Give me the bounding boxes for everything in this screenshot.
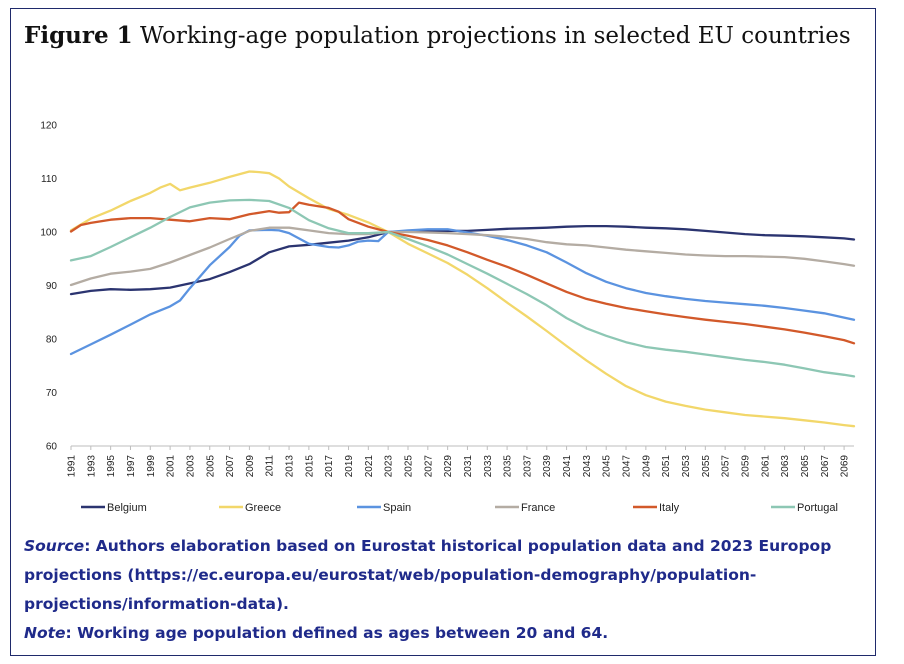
x-tick-label: 2017 (324, 455, 335, 478)
figure-label: Figure 1 (24, 22, 133, 49)
x-tick-label: 2057 (721, 455, 732, 478)
note-text: : Working age population defined as ages… (65, 624, 609, 642)
legend-item-spain: Spain (357, 502, 411, 514)
x-tick-label: 2063 (780, 455, 791, 478)
x-tick-label: 2007 (225, 455, 236, 478)
x-tick-label: 2033 (483, 455, 494, 478)
legend-item-portugal: Portugal (771, 502, 838, 514)
source-label: Source (24, 537, 85, 555)
legend-label: Italy (659, 502, 680, 514)
y-tick-label: 90 (46, 281, 58, 292)
x-tick-label: 2065 (800, 455, 811, 478)
legend-label: Belgium (107, 502, 147, 514)
series-line-italy (69, 201, 856, 345)
y-tick-label: 80 (46, 335, 58, 346)
x-tick-label: 2035 (503, 455, 514, 478)
x-tick-label: 2025 (403, 455, 414, 478)
legend-label: Greece (245, 502, 281, 514)
figure-frame (10, 8, 876, 656)
x-tick-label: 2045 (602, 455, 613, 478)
y-tick-label: 100 (40, 228, 57, 239)
y-tick-label: 120 (40, 121, 57, 132)
series-line-belgium (69, 224, 856, 296)
x-tick-label: 2055 (701, 455, 712, 478)
x-tick-label: 2043 (582, 455, 593, 478)
x-tick-label: 1997 (126, 455, 137, 478)
series-lines (69, 170, 856, 428)
legend-item-italy: Italy (633, 502, 680, 514)
x-tick-label: 2059 (740, 455, 751, 478)
x-tick-label: 2067 (820, 455, 831, 478)
x-tick-label: 2039 (542, 455, 553, 478)
series-line-spain (69, 228, 856, 356)
figure-title-text: Working-age population projections in se… (139, 23, 851, 49)
x-tick-label: 1993 (86, 455, 97, 478)
series-line-portugal (69, 198, 856, 378)
y-tick-label: 60 (46, 442, 58, 453)
x-tick-label: 2049 (641, 455, 652, 478)
x-tick-label: 2019 (344, 455, 355, 478)
x-tick-label: 2069 (840, 455, 851, 478)
x-axis: 1991 1993 1995 1997 1999 2001 2003 2005 2007 2009… (67, 445, 854, 478)
legend-label: Spain (383, 502, 411, 514)
y-tick-label: 70 (46, 388, 58, 399)
x-tick-label: 2061 (760, 455, 771, 478)
x-tick-label: 2001 (166, 455, 177, 478)
figure-title: Figure 1 Working-age population projecti… (24, 22, 851, 49)
x-tick-label: 2015 (304, 455, 315, 478)
x-tick-label: 1995 (106, 455, 117, 478)
x-tick-label: 2009 (245, 455, 256, 478)
definition-note: Note: Working age population defined as … (24, 619, 854, 648)
x-tick-label: 2023 (384, 455, 395, 478)
x-tick-label: 2047 (622, 455, 633, 478)
note-label: Note (24, 624, 66, 642)
series-line-france (69, 226, 856, 287)
x-tick-label: 2011 (265, 455, 276, 477)
y-tick-label: 110 (41, 174, 57, 185)
x-tick-label: 2053 (681, 455, 692, 478)
legend-item-belgium: Belgium (81, 502, 147, 514)
x-tick-label: 2027 (423, 455, 434, 478)
legend-label: France (521, 502, 555, 514)
series-line-greece (69, 170, 856, 428)
x-tick-label: 2013 (285, 455, 296, 478)
legend: Belgium Greece Spain France Italy Portugal (81, 502, 838, 514)
x-tick-label: 2029 (443, 455, 454, 478)
x-tick-label: 2021 (364, 455, 375, 478)
x-tick-label: 2037 (522, 455, 533, 478)
source-text: : Authors elaboration based on Eurostat … (24, 537, 832, 613)
x-tick-label: 1999 (146, 455, 157, 478)
figure-notes: Source: Authors elaboration based on Eur… (24, 532, 854, 648)
x-tick-label: 2003 (185, 455, 196, 478)
legend-item-france: France (495, 502, 555, 514)
x-tick-label: 2041 (562, 455, 573, 478)
x-tick-label: 2031 (463, 455, 474, 478)
legend-item-greece: Greece (219, 502, 281, 514)
legend-label: Portugal (797, 502, 838, 514)
source-note: Source: Authors elaboration based on Eur… (24, 532, 854, 619)
x-tick-label: 1991 (67, 455, 78, 478)
y-axis: 60 70 80 90 100 110 120 (40, 121, 57, 453)
x-tick-label: 2005 (205, 455, 216, 478)
x-tick-label: 2051 (661, 455, 672, 478)
